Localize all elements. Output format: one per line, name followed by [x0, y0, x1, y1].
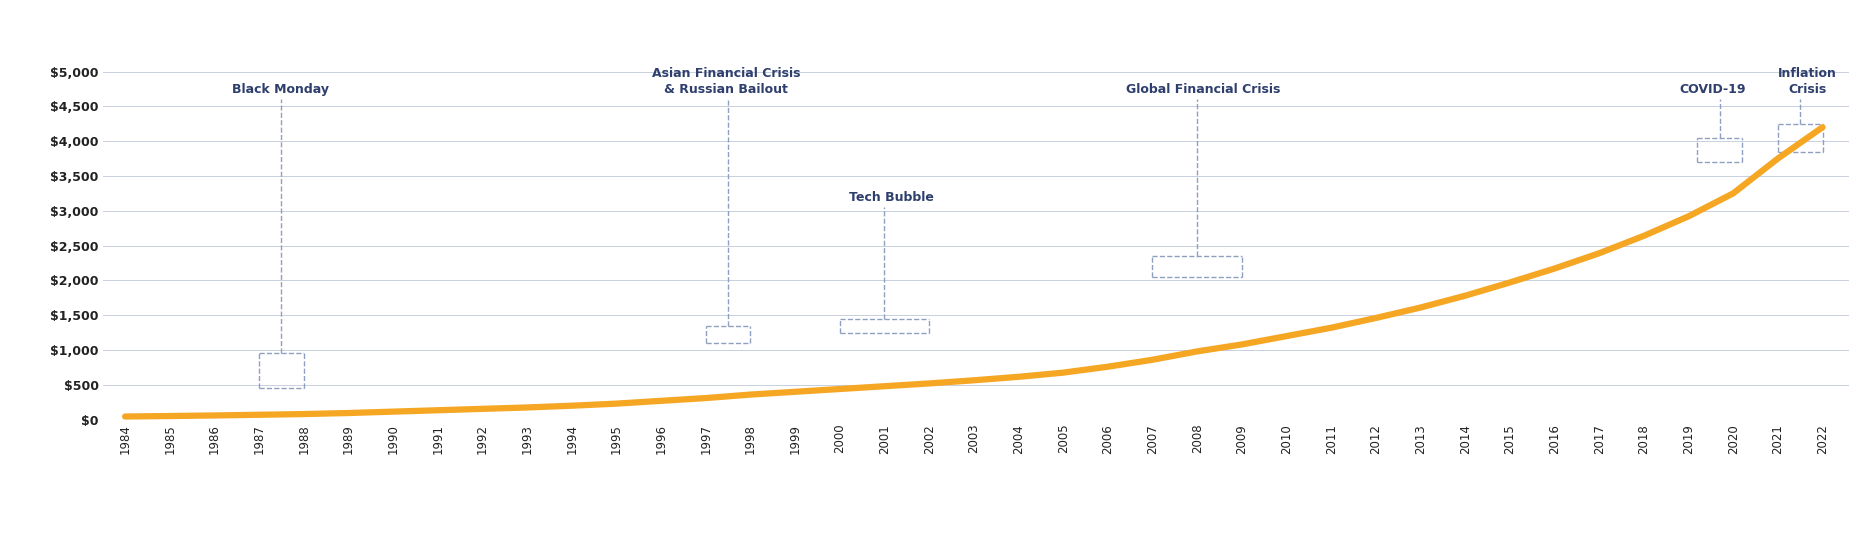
Text: COVID-19: COVID-19 — [1679, 83, 1747, 96]
Text: Global Financial Crisis: Global Financial Crisis — [1126, 83, 1280, 96]
Text: Black Monday: Black Monday — [232, 83, 329, 96]
Text: Inflation
Crisis: Inflation Crisis — [1778, 67, 1836, 96]
Text: Asian Financial Crisis
& Russian Bailout: Asian Financial Crisis & Russian Bailout — [652, 67, 801, 96]
Text: Tech Bubble: Tech Bubble — [848, 191, 934, 204]
